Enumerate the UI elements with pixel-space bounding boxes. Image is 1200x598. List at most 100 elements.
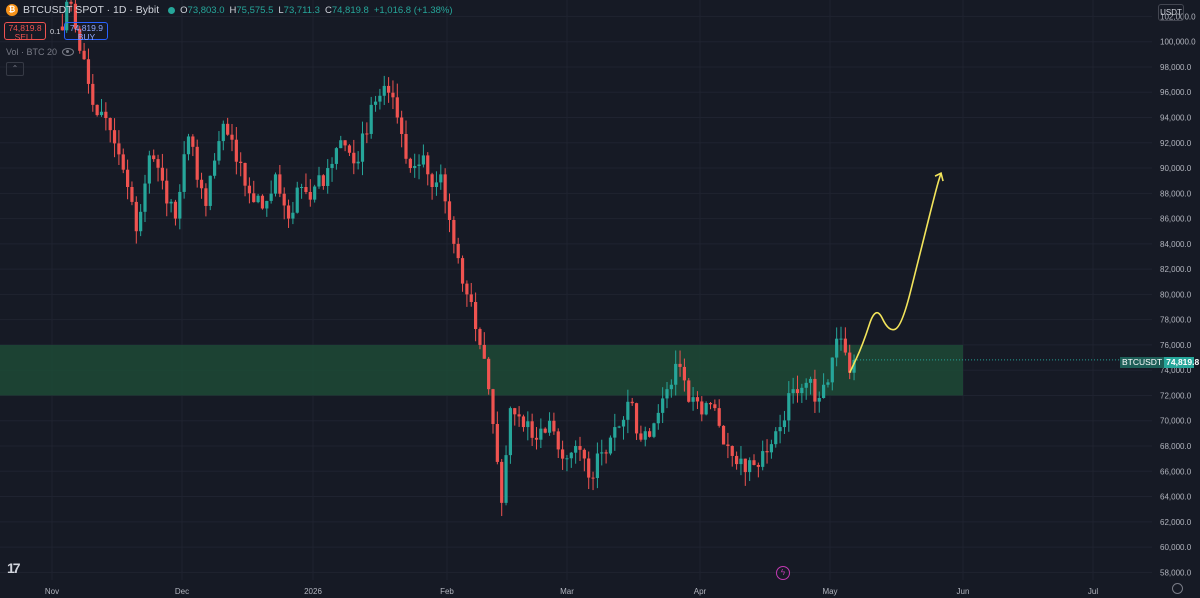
- symbol-legend: ₿ BTCUSDT SPOT · 1D · Bybit O73,803.0 H7…: [6, 4, 453, 16]
- volume-legend: Vol · BTC 20: [6, 47, 75, 57]
- candle-body: [434, 182, 439, 187]
- candle-body: [691, 397, 695, 402]
- candle-body: [265, 200, 269, 209]
- price-tick-label: 98,000.0: [1160, 63, 1192, 72]
- bitcoin-icon: ₿: [6, 4, 18, 16]
- candle-body: [195, 146, 199, 180]
- price-tick-label: 62,000.0: [1160, 518, 1192, 527]
- candle-body: [278, 174, 282, 194]
- candle-body: [165, 180, 169, 204]
- candle-body: [574, 446, 578, 453]
- candle-body: [356, 161, 360, 164]
- candle-body: [817, 398, 821, 402]
- candle-body: [139, 211, 143, 232]
- candle-body: [730, 446, 734, 456]
- candle-body: [552, 420, 556, 432]
- candle-body: [808, 378, 813, 383]
- candle-body: [121, 154, 125, 170]
- candle-body: [291, 212, 295, 219]
- candle-body: [526, 421, 530, 428]
- candle-body: [474, 301, 478, 330]
- candle-body: [391, 92, 395, 98]
- candle-body: [700, 401, 704, 415]
- candle-body: [782, 420, 787, 428]
- candle-body: [595, 453, 599, 479]
- candle-body: [600, 452, 604, 454]
- chart-grid: [0, 0, 1152, 580]
- candle-body: [382, 85, 386, 96]
- sell-button[interactable]: 74,819.8 SELL: [4, 22, 46, 42]
- ohlc-values: O73,803.0 H75,575.5 L73,711.3 C74,819.8 …: [180, 4, 453, 16]
- candle-body: [347, 145, 352, 153]
- candle-body: [99, 111, 104, 116]
- candle-body: [60, 26, 64, 31]
- candle-body: [769, 444, 773, 453]
- candle-body: [365, 133, 369, 135]
- candle-body: [213, 160, 217, 176]
- candle-body: [256, 195, 260, 203]
- lightning-icon[interactable]: ϟ: [776, 566, 790, 580]
- candle-body: [735, 455, 739, 465]
- candle-body: [508, 408, 512, 456]
- candle-body: [721, 425, 726, 445]
- candle-body: [65, 1, 69, 31]
- candlestick-series: [60, 0, 1152, 517]
- price-tick-label: 80,000.0: [1160, 290, 1192, 299]
- candle-body: [687, 380, 691, 402]
- eye-icon[interactable]: [62, 48, 75, 56]
- tradingview-logo-icon[interactable]: 17: [7, 560, 21, 576]
- candle-body: [247, 185, 251, 194]
- candle-body: [186, 136, 191, 155]
- candle-body: [317, 175, 321, 187]
- candle-body: [408, 158, 412, 169]
- candle-body: [108, 118, 112, 131]
- symbol-title[interactable]: BTCUSDT SPOT · 1D · Bybit: [23, 4, 160, 16]
- candle-body: [304, 186, 308, 193]
- candle-body: [91, 83, 95, 105]
- candle-body: [130, 186, 134, 202]
- candle-body: [252, 193, 256, 203]
- candle-body: [617, 426, 621, 428]
- candle-body: [665, 389, 669, 399]
- candle-body: [456, 243, 460, 259]
- price-tick-label: 64,000.0: [1160, 493, 1192, 502]
- price-tick-label: 92,000.0: [1160, 139, 1192, 148]
- price-tick-label: 94,000.0: [1160, 114, 1192, 123]
- candle-body: [674, 363, 678, 385]
- buy-button[interactable]: 74,819.9 BUY: [64, 22, 109, 42]
- candle-body: [604, 452, 608, 454]
- price-tick-label: 90,000.0: [1160, 164, 1192, 173]
- candle-body: [330, 163, 334, 169]
- candle-body: [169, 201, 173, 204]
- candle-body: [208, 175, 212, 206]
- candle-body: [765, 451, 769, 453]
- candle-body: [661, 398, 665, 413]
- collapse-legend-button[interactable]: ⌃: [6, 62, 24, 76]
- currency-button[interactable]: USDT: [1158, 4, 1184, 21]
- settings-icon[interactable]: [1172, 583, 1183, 594]
- candle-body: [774, 431, 778, 445]
- candle-body: [173, 201, 178, 219]
- candle-body: [578, 446, 582, 450]
- price-axis[interactable]: 58,000.0 60,000.0 62,000.0 64,000.0 66,000.0…: [1152, 0, 1200, 598]
- candle-body: [204, 188, 208, 206]
- price-tag-symbol: BTCUSDT: [1120, 357, 1165, 368]
- time-axis[interactable]: Nov Dec 2026 Feb Mar Apr May Jun Jul: [45, 587, 1098, 596]
- candle-body: [630, 401, 634, 404]
- candle-body: [273, 174, 278, 194]
- time-tick-label: Feb: [440, 587, 454, 596]
- candle-body: [217, 141, 221, 161]
- candle-body: [839, 338, 843, 340]
- candle-body: [421, 155, 425, 165]
- candle-body: [334, 148, 338, 164]
- price-tick-label: 72,000.0: [1160, 391, 1192, 400]
- candle-body: [587, 458, 591, 478]
- candle-body: [830, 357, 834, 383]
- price-tick-label: 58,000.0: [1160, 568, 1192, 577]
- price-tick-label: 66,000.0: [1160, 467, 1192, 476]
- candle-body: [565, 458, 569, 460]
- candle-body: [269, 193, 273, 201]
- candle-body: [104, 111, 108, 119]
- market-status-dot: [168, 6, 176, 14]
